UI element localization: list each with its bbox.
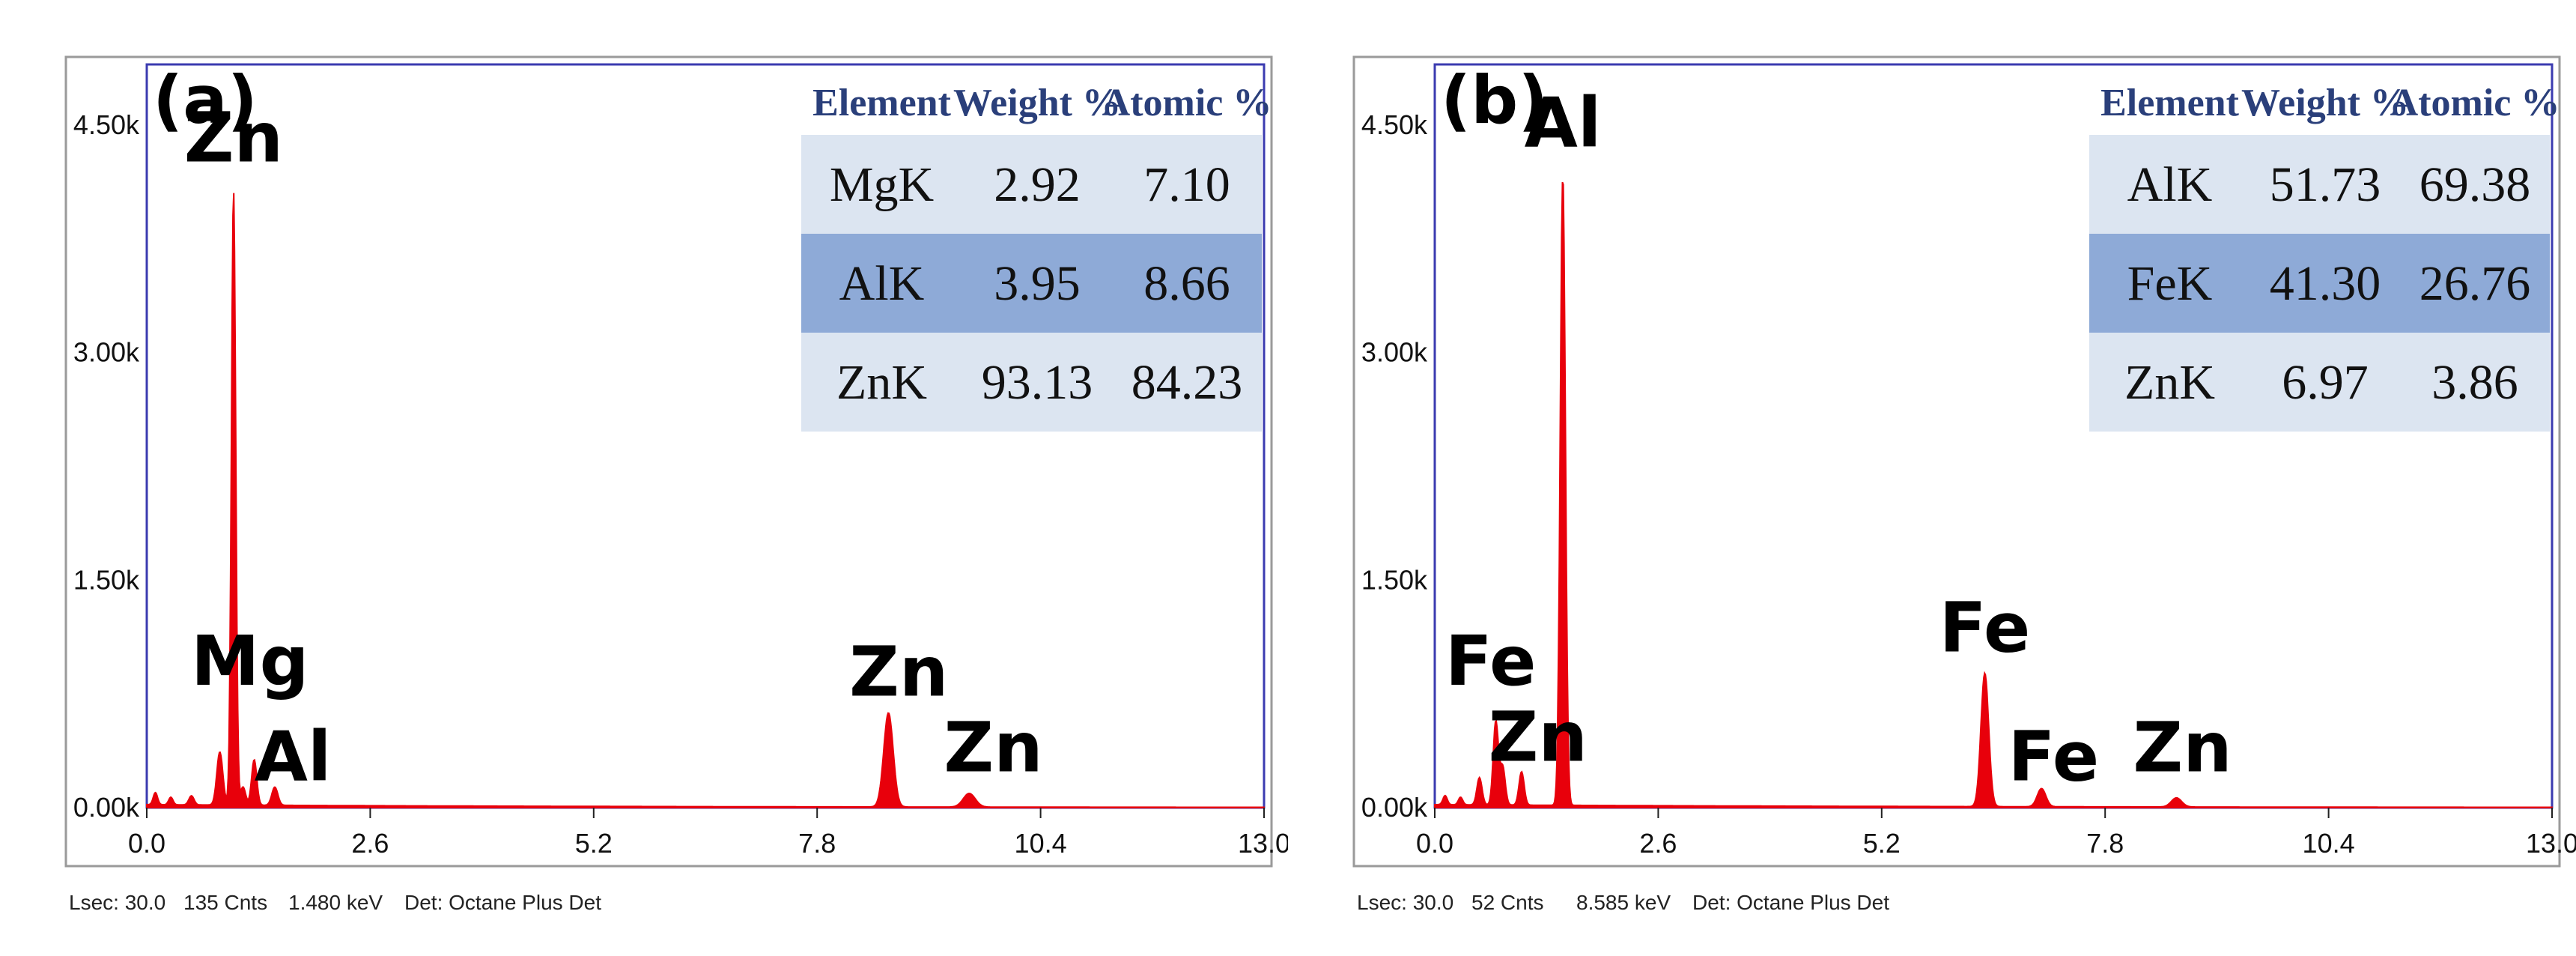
table-cell: 51.73 bbox=[2270, 157, 2381, 212]
table-header-cell: Atomic % bbox=[1102, 82, 1272, 124]
x-tick-label: 2.6 bbox=[351, 828, 389, 859]
footer-kev: 1.480 keV bbox=[288, 891, 383, 914]
table-cell: 2.92 bbox=[994, 157, 1081, 212]
footer-det: Det: Octane Plus Det bbox=[404, 891, 601, 914]
eds-spectrum-chart-a: 0.0 2.6 5.2 7.8 10.4 13.0 0.00k 1.50k 3.00k 4.50k… bbox=[64, 55, 1288, 914]
footer-kev: 8.585 keV bbox=[1576, 891, 1671, 914]
footer-det: Det: Octane Plus Det bbox=[1692, 891, 1889, 914]
table-cell: 8.66 bbox=[1143, 256, 1230, 311]
peak-label: Zn bbox=[2133, 708, 2232, 788]
x-tick-label: 0.0 bbox=[1416, 828, 1453, 859]
footer-cnts: 135 Cnts bbox=[183, 891, 267, 914]
table-header-cell: Element bbox=[2100, 82, 2240, 124]
peak-label: Zn bbox=[944, 708, 1042, 788]
table-cell: FeK bbox=[2127, 256, 2213, 311]
table-cell: AlK bbox=[839, 256, 925, 311]
eds-spectrum-chart-b: 0.0 2.6 5.2 7.8 10.4 13.0 0.00k 1.50k 3.00k 4.50k… bbox=[1352, 55, 2576, 914]
peak-label: Zn bbox=[184, 98, 283, 178]
panel-label: (a) bbox=[153, 61, 258, 139]
peak-label: Fe bbox=[1445, 621, 1537, 701]
table-row bbox=[2089, 333, 2550, 432]
footer-cnts: 52 Cnts bbox=[1471, 891, 1544, 914]
y-tick-label: 3.00k bbox=[1361, 337, 1428, 368]
peak-label: Zn bbox=[1489, 697, 1588, 777]
table-row bbox=[2089, 234, 2550, 333]
table-cell: AlK bbox=[2127, 157, 2213, 212]
footer-lsec: Lsec: 30.0 bbox=[1357, 891, 1453, 914]
spectrum-area bbox=[1434, 181, 2553, 808]
x-tick-label: 0.0 bbox=[128, 828, 165, 859]
x-tick-label: 10.4 bbox=[1015, 828, 1067, 859]
table-cell: 26.76 bbox=[2419, 256, 2531, 311]
table-row bbox=[2089, 135, 2550, 234]
table-header-cell: Atomic % bbox=[2390, 82, 2560, 124]
peak-label: Zn bbox=[849, 632, 948, 712]
y-tick-label: 4.50k bbox=[73, 109, 140, 140]
table-header-cell: Element bbox=[812, 82, 952, 124]
table-cell: MgK bbox=[830, 157, 934, 212]
table-row bbox=[801, 234, 1262, 333]
table-cell: 6.97 bbox=[2282, 355, 2369, 410]
peak-label: Al bbox=[1525, 82, 1602, 163]
table-cell: 84.23 bbox=[1131, 355, 1243, 410]
table-header-cell: Weight % bbox=[953, 82, 1121, 124]
eds-spectrum-panel-b: 0.0 2.6 5.2 7.8 10.4 13.0 0.00k 1.50k 3.00k 4.50k… bbox=[1288, 0, 2576, 956]
x-tick-label: 5.2 bbox=[1863, 828, 1901, 859]
y-tick-label: 0.00k bbox=[1361, 792, 1428, 823]
table-cell: 3.95 bbox=[994, 256, 1081, 311]
x-tick-label: 5.2 bbox=[575, 828, 613, 859]
peak-label: Fe bbox=[2008, 717, 2100, 797]
peak-label: Mg bbox=[191, 621, 309, 701]
x-tick-label: 7.8 bbox=[2086, 828, 2124, 859]
table-cell: 41.30 bbox=[2270, 256, 2381, 311]
footer-lsec: Lsec: 30.0 bbox=[69, 891, 165, 914]
x-tick-label: 2.6 bbox=[1639, 828, 1677, 859]
eds-spectrum-panel-a: 0.0 2.6 5.2 7.8 10.4 13.0 0.00k 1.50k 3.00k 4.50k… bbox=[64, 55, 1288, 914]
spectrum-area bbox=[146, 193, 1265, 808]
table-cell: ZnK bbox=[2124, 355, 2215, 410]
table-row bbox=[801, 135, 1262, 234]
table-cell: 69.38 bbox=[2419, 157, 2531, 212]
table-cell: 3.86 bbox=[2431, 355, 2518, 410]
table-header-cell: Weight % bbox=[2241, 82, 2409, 124]
table-cell: ZnK bbox=[836, 355, 927, 410]
x-tick-label: 13.0 bbox=[1238, 828, 1288, 859]
peak-label: Fe bbox=[1939, 588, 2031, 668]
table-cell: 93.13 bbox=[982, 355, 1093, 410]
x-tick-label: 13.0 bbox=[2526, 828, 2576, 859]
panel-label: (b) bbox=[1441, 61, 1548, 139]
x-tick-label: 10.4 bbox=[2303, 828, 2355, 859]
y-tick-label: 3.00k bbox=[73, 337, 140, 368]
table-row bbox=[801, 333, 1262, 432]
y-tick-label: 0.00k bbox=[73, 792, 140, 823]
y-tick-label: 4.50k bbox=[1361, 109, 1428, 140]
peak-label: Al bbox=[255, 717, 332, 797]
table-cell: 7.10 bbox=[1143, 157, 1230, 212]
y-tick-label: 1.50k bbox=[73, 564, 140, 595]
x-tick-label: 7.8 bbox=[798, 828, 836, 859]
y-tick-label: 1.50k bbox=[1361, 564, 1428, 595]
